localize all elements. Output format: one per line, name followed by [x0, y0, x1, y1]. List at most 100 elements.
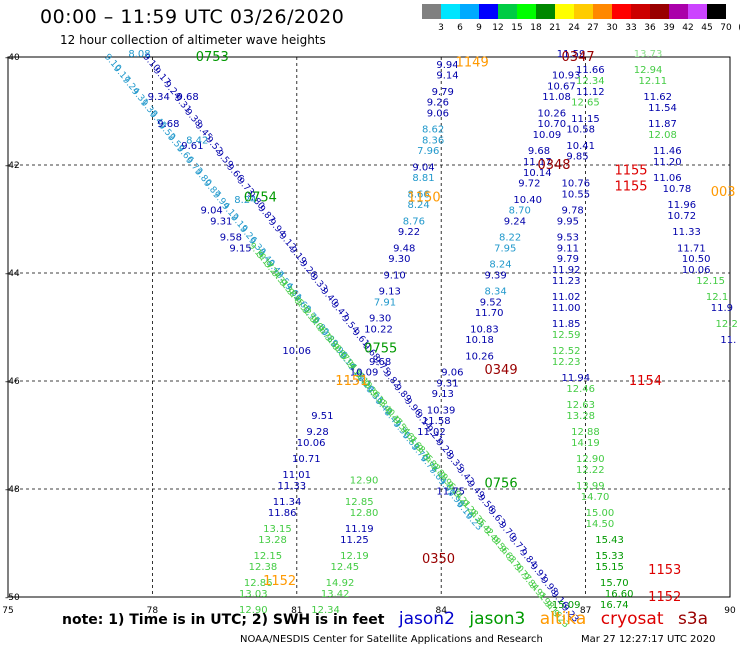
swh-label: 11.66 — [576, 65, 605, 76]
swh-label: 12.23 — [552, 357, 581, 368]
swh-label: 10.06 — [282, 346, 311, 357]
y-tick-label: -40 — [5, 53, 20, 63]
colorbar-swatch — [650, 4, 669, 19]
swh-label: 10.67 — [547, 81, 576, 92]
swh-label: 9.72 — [518, 179, 540, 190]
swh-label: 11.71 — [677, 243, 706, 254]
swh-label: 9.30 — [388, 254, 410, 265]
swh-label: 9.06 — [427, 108, 449, 119]
time-label: 1151 — [335, 374, 368, 389]
legend-altika: altika — [539, 609, 587, 629]
time-label: 1152 — [263, 574, 296, 589]
colorbar-label: 24 — [568, 23, 580, 33]
colorbar-swatch — [707, 4, 726, 19]
swh-label: 12.08 — [648, 130, 677, 141]
colorbar-label: 42 — [682, 23, 693, 33]
swh-label: 11.02 — [417, 427, 446, 438]
swh-label: 12.59 — [552, 330, 581, 341]
swh-label: 9.79 — [557, 254, 579, 265]
swh-label: 11.58 — [422, 416, 451, 427]
swh-label: 8.24 — [234, 195, 256, 206]
swh-label: 9.94 — [436, 60, 458, 71]
swh-label: 10.41 — [566, 141, 595, 152]
colorbar-swatch — [555, 4, 574, 19]
swh-label: 9.15 — [229, 243, 251, 254]
chart-title: 00:00 – 11:59 UTC 03/26/2020 — [40, 6, 345, 28]
time-label: 1154 — [629, 374, 662, 389]
swh-label: 9.58 — [220, 233, 242, 244]
x-tick-label: 84 — [435, 606, 447, 616]
swh-label: 9.11 — [557, 243, 579, 254]
swh-label: 9.22 — [398, 227, 420, 238]
swh-label: 10.39 — [427, 405, 456, 416]
time-label: 1153 — [648, 563, 681, 578]
swh-label: 12.46 — [566, 384, 595, 395]
time-label: 0754 — [244, 190, 277, 205]
legend-s3a: s3a — [677, 609, 709, 629]
swh-label: 8.36 — [422, 135, 444, 146]
swh-label: 11.70 — [475, 308, 504, 319]
note-text: note: 1) Time is in UTC; 2) SWH is in fe… — [62, 612, 385, 628]
swh-label: 11.19 — [345, 524, 374, 535]
colorbar-swatch — [669, 4, 688, 19]
swh-label: 9.30 — [369, 314, 391, 325]
colorbar-swatch — [593, 4, 612, 19]
swh-label: 9.95 — [557, 216, 579, 227]
swh-label: 11.33 — [672, 227, 701, 238]
x-tick-label: 81 — [291, 606, 302, 616]
y-tick-label: -44 — [5, 269, 20, 279]
swh-label: 10.93 — [552, 71, 581, 82]
colorbar-label: 27 — [587, 23, 598, 33]
swh-label: 11.20 — [653, 157, 682, 168]
swh-label: 8.76 — [403, 216, 425, 227]
swh-label: 12.90 — [576, 454, 605, 465]
swh-label: 10.26 — [537, 108, 566, 119]
swh-label: 10.14 — [523, 168, 552, 179]
swh-label: 9.48 — [393, 243, 415, 254]
swh-label: 9.04 — [201, 206, 223, 217]
x-tick-label: 75 — [2, 606, 13, 616]
swh-label: 13.99 — [576, 481, 605, 492]
swh-label: 12.80 — [350, 508, 379, 519]
swh-label: 11.94 — [562, 373, 591, 384]
swh-label: 15.33 — [595, 551, 624, 562]
swh-label: 11. — [720, 335, 736, 346]
time-label: 0753 — [196, 50, 229, 65]
swh-label: 11.23 — [552, 276, 581, 287]
time-label: 1149 — [456, 55, 489, 70]
y-tick-label: -46 — [5, 377, 20, 387]
swh-label: 9.13 — [432, 389, 454, 400]
swh-label: 15.15 — [595, 562, 624, 573]
x-tick-label: 87 — [580, 606, 591, 616]
colorbar-label: 3 — [438, 23, 444, 33]
y-tick-label: -50 — [5, 593, 20, 603]
colorbar-swatch — [517, 4, 536, 19]
swh-label: 11.92 — [552, 265, 581, 276]
swh-label: 10.71 — [292, 454, 321, 465]
swh-label: 8.34 — [485, 287, 507, 298]
swh-label: 12.22 — [576, 465, 605, 476]
swh-label: 12.11 — [639, 76, 668, 87]
swh-label: 12.63 — [566, 400, 595, 411]
swh-label: 11.00 — [552, 303, 581, 314]
swh-label: 11.06 — [653, 173, 682, 184]
swh-label: 12.88 — [571, 427, 600, 438]
colorbar-swatch — [479, 4, 498, 19]
time-label: 0755 — [364, 342, 397, 357]
swh-label: 8.70 — [509, 206, 531, 217]
swh-label: 9.53 — [557, 233, 579, 244]
swh-label: 12.85 — [345, 497, 374, 508]
swh-label: 12.52 — [552, 346, 581, 357]
swh-label: 12.15 — [253, 551, 282, 562]
colorbar-swatch — [574, 4, 593, 19]
swh-label: 13.03 — [239, 589, 268, 600]
swh-label: 10.78 — [663, 184, 692, 195]
swh-label: 7.91 — [374, 297, 396, 308]
swh-label: 9.10 — [383, 270, 405, 281]
swh-label: 10.58 — [566, 125, 595, 136]
swh-label: 12.65 — [571, 98, 600, 109]
swh-label: 8.81 — [412, 173, 434, 184]
colorbar-label: 36 — [644, 23, 656, 33]
swh-label: 12.90 — [239, 605, 268, 616]
